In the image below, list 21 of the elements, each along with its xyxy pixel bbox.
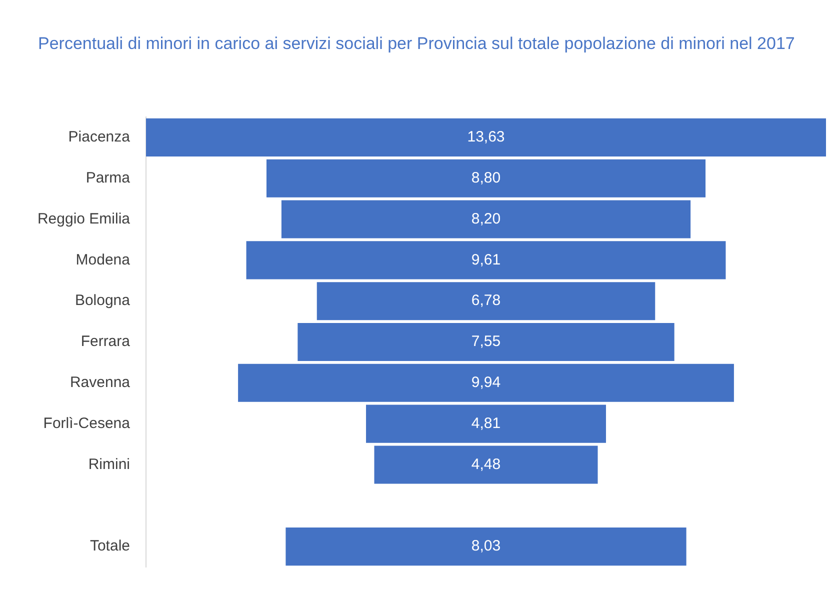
data-label: 4,81 (471, 414, 501, 432)
data-label: 9,94 (471, 374, 501, 392)
data-label: 4,48 (471, 456, 501, 473)
data-label: 8,80 (471, 170, 501, 187)
data-label: 9,61 (471, 251, 501, 268)
category-label: Piacenza (68, 128, 131, 146)
data-label: 6,78 (471, 292, 501, 310)
category-label: Ferrara (80, 333, 131, 350)
data-label: 13,63 (467, 128, 505, 146)
data-label: 8,03 (471, 538, 501, 555)
category-label: Forlì-Cesena (43, 414, 131, 432)
category-label: Rimini (88, 456, 130, 473)
category-label: Reggio Emilia (37, 210, 131, 228)
category-label: Bologna (74, 292, 131, 310)
text: Percentuali di minori in carico ai servizi sociali per Provincia sul totale popolazione di minori nel 2017 (38, 33, 796, 55)
data-label: 8,20 (471, 210, 501, 228)
data-label: 7,55 (471, 333, 501, 350)
category-label: Totale (90, 538, 130, 555)
category-label: Ravenna (70, 374, 131, 392)
category-label: Modena (76, 251, 131, 268)
category-label: Parma (86, 170, 131, 187)
